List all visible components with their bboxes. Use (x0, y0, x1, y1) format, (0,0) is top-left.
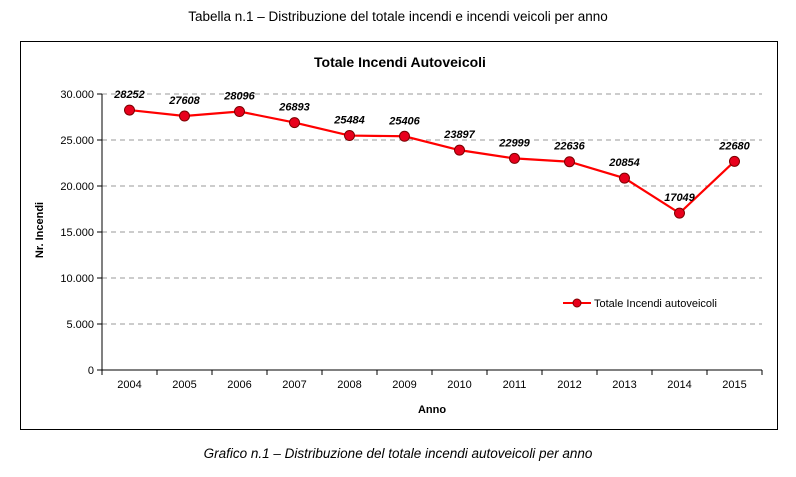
data-label: 20854 (608, 157, 640, 169)
data-label: 22636 (553, 141, 585, 153)
axes: 0 5.000 10.000 15.000 20.000 25.000 30.000 2004… (60, 89, 763, 391)
document-title: Tabella n.1 – Distribuzione del totale i… (188, 9, 608, 24)
figure-caption: Grafico n.1 – Distribuzione del totale i… (203, 446, 593, 461)
data-label: 22999 (498, 137, 530, 149)
line-chart: Totale Incendi Autoveicoli 0 5.000 10.000 1… (34, 54, 763, 416)
y-axis-label: Nr. Incendi (34, 202, 46, 258)
y-tick-label: 10.000 (60, 273, 94, 285)
y-tick-label: 5.000 (66, 319, 94, 331)
x-tick-label: 2008 (337, 379, 361, 391)
y-tick-label: 25.000 (60, 135, 94, 147)
y-tick-label: 30.000 (60, 89, 94, 101)
legend-label: Totale Incendi autoveicoli (594, 298, 717, 310)
x-tick-label: 2007 (282, 379, 306, 391)
x-tick-label: 2011 (503, 379, 527, 391)
data-label: 28096 (223, 91, 255, 103)
x-tick-label: 2006 (227, 379, 251, 391)
data-label: 28252 (113, 89, 145, 101)
data-point (289, 117, 300, 129)
data-label: 22680 (718, 140, 750, 152)
data-point (399, 130, 410, 142)
data-label: 27608 (168, 95, 200, 107)
series-line (124, 104, 740, 219)
data-label: 23897 (443, 129, 475, 141)
x-tick-label: 2014 (667, 379, 691, 391)
data-point (729, 155, 740, 167)
y-tick-label: 20.000 (60, 181, 94, 193)
data-point (564, 156, 575, 168)
data-label: 25484 (333, 115, 365, 127)
x-tick-label: 2004 (117, 379, 141, 391)
x-axis-label: Anno (418, 404, 446, 416)
series-line-path (129, 108, 736, 215)
x-tick-label: 2005 (172, 379, 196, 391)
data-point (179, 110, 190, 122)
data-label: 25406 (388, 115, 420, 127)
y-tick-label: 0 (88, 365, 94, 377)
data-point (509, 152, 520, 164)
data-point (234, 106, 245, 118)
grid-lines (102, 93, 762, 325)
data-point (124, 104, 135, 116)
chart-title: Totale Incendi Autoveicoli (314, 54, 486, 70)
x-tick-label: 2009 (392, 379, 416, 391)
data-point (619, 172, 630, 184)
data-point (454, 144, 465, 156)
x-tick-label: 2010 (447, 379, 471, 391)
data-label: 26893 (278, 102, 310, 114)
x-tick-label: 2015 (722, 379, 746, 391)
data-labels: 28252 27608 28096 26893 25484 25406 23897 22999… (113, 89, 750, 204)
data-point (344, 130, 355, 142)
x-tick-label: 2013 (612, 379, 636, 391)
chart-frame: Totale Incendi Autoveicoli 0 5.000 10.000 1… (20, 41, 778, 430)
data-point (674, 207, 685, 219)
data-label: 17049 (664, 192, 695, 204)
legend-marker (572, 298, 582, 308)
legend: Totale Incendi autoveicoli (563, 298, 717, 310)
x-tick-label: 2012 (557, 379, 581, 391)
y-tick-label: 15.000 (60, 227, 94, 239)
